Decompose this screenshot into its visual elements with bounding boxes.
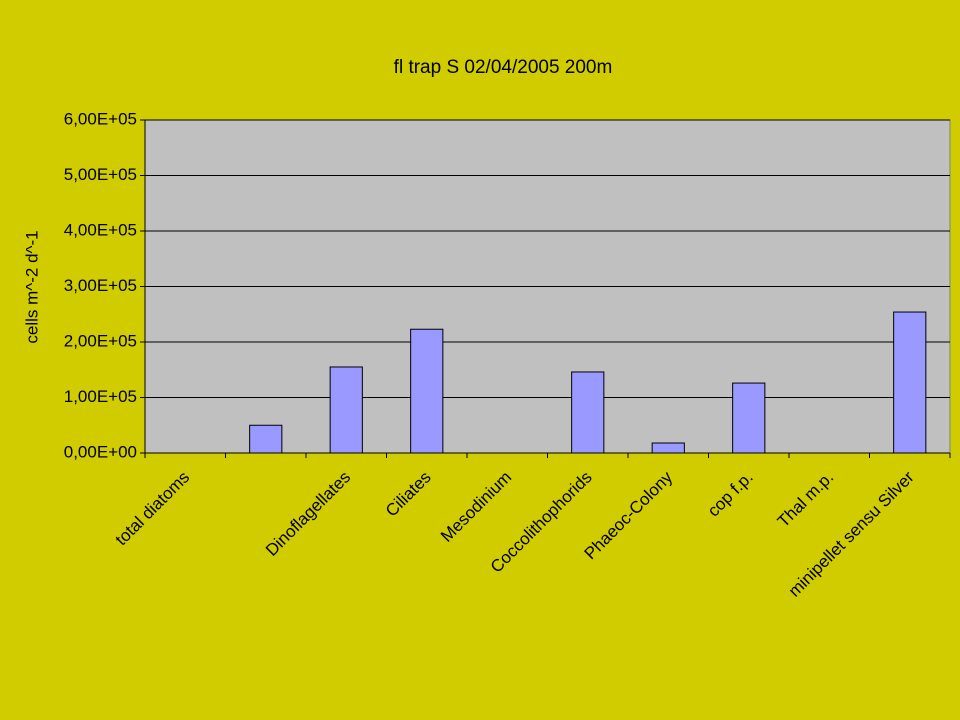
y-tick-label: 6,00E+05 [64, 109, 137, 128]
y-tick-label: 2,00E+05 [64, 331, 137, 350]
bar [651, 442, 685, 454]
bar [329, 366, 363, 454]
y-tick-label: 4,00E+05 [64, 220, 137, 239]
y-tick-label: 1,00E+05 [64, 387, 137, 406]
bar [571, 371, 605, 454]
y-tick-label: 3,00E+05 [64, 276, 137, 295]
bar [732, 382, 766, 454]
y-tick-label: 0,00E+00 [64, 442, 137, 461]
y-axis-label: cells m^-2 d^-1 [22, 230, 41, 343]
bar [893, 311, 927, 454]
chart-title: fl trap S 02/04/2005 200m [394, 57, 613, 78]
bar [249, 424, 283, 454]
bar [410, 328, 444, 454]
y-tick-label: 5,00E+05 [64, 165, 137, 184]
